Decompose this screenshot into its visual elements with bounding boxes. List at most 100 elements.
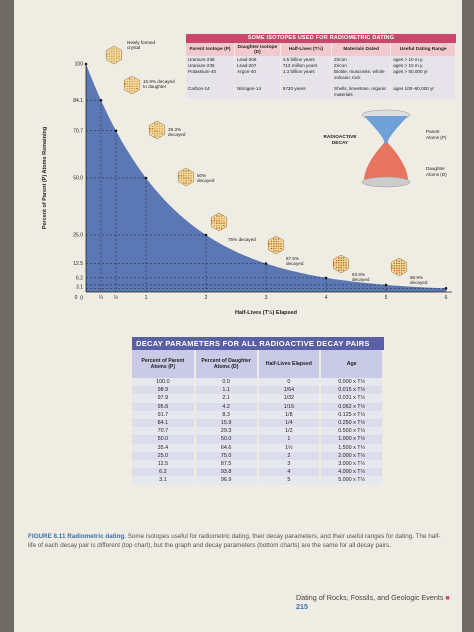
isotope-cell-line: ages 100–60,000 yr xyxy=(393,86,434,91)
decay-cell-1: 1.1 xyxy=(194,386,259,395)
atom-dot xyxy=(338,269,340,271)
decay-cell-3: 1.500 x T½ xyxy=(320,443,384,452)
atom-dot xyxy=(338,257,340,259)
atom-dot xyxy=(131,90,133,92)
x-tick-label: 0 xyxy=(75,295,78,301)
atom-dot xyxy=(270,245,273,247)
isotope-cell-line: Uranium-235 xyxy=(188,63,215,68)
isotope-cell-half_life: 4.5 billion years 713 million years 1.3 bi… xyxy=(280,56,333,82)
atom-dot xyxy=(185,170,187,172)
atom-dot xyxy=(111,48,113,50)
atom-dot xyxy=(151,130,154,132)
atom-dot xyxy=(273,245,275,247)
atom-dot xyxy=(345,259,347,262)
decay-cell-3: 3.000 x T½ xyxy=(320,460,384,469)
decay-cell-2: 2 xyxy=(257,451,322,461)
x-tick-label: 6 xyxy=(445,295,448,301)
annotation-line: 93.8% xyxy=(352,272,365,277)
decay-cell-1: 8.3 xyxy=(194,410,259,420)
atom-dot xyxy=(403,265,405,267)
atom-dot xyxy=(187,182,190,184)
annotation-line: 29.3% xyxy=(168,127,181,132)
atom-dot xyxy=(149,130,151,132)
atom-dot xyxy=(131,78,133,80)
decay-cell-0: 12.5 xyxy=(132,460,196,469)
decay-cell-1: 64.6 xyxy=(194,443,259,452)
table-row: 97.9 2.1 1/32 0.031 x T½ xyxy=(132,394,384,403)
atom-dot xyxy=(187,172,190,175)
atom-dot xyxy=(124,83,126,85)
crystal-outline xyxy=(177,167,195,187)
atom-dot xyxy=(340,266,343,269)
atom-dot xyxy=(161,128,163,130)
atom-dot xyxy=(220,220,223,222)
atom-dot xyxy=(113,53,115,55)
figure-caption-text: Some isotopes useful for radiometric dat… xyxy=(28,533,441,549)
atom-dot xyxy=(345,262,347,264)
atom-dot xyxy=(342,262,345,264)
atom-dot xyxy=(158,125,161,128)
atom-dot xyxy=(190,179,192,182)
isotope-cell-line: 4.5 billion years xyxy=(282,57,315,62)
atom-dot xyxy=(108,50,111,53)
isotope-cell-line: Zircon xyxy=(334,63,347,68)
isotope-header-1: Daughter Isotope (D) xyxy=(234,43,281,56)
decay-cell-1: 2.1 xyxy=(194,394,259,403)
atom-dot xyxy=(187,179,190,182)
crystal-outline xyxy=(390,257,408,277)
atom-dot xyxy=(136,85,138,87)
isotope-cell-parent: Uranium-238 Uranium-235 Potassium-40 xyxy=(186,56,235,82)
y-tick-label: 50.0 xyxy=(73,176,83,182)
atom-dot xyxy=(400,260,403,262)
decay-header-3: Age xyxy=(320,350,384,378)
decay-cell-3: 4.000 x T½ xyxy=(320,468,384,477)
atom-dot xyxy=(218,217,220,220)
textbook-page: SOME ISOTOPES USED FOR RADIOMETRIC DATIN… xyxy=(14,0,462,632)
decay-cell-0: 97.9 xyxy=(132,394,196,403)
atom-dot xyxy=(129,80,131,83)
atom-dot xyxy=(403,269,405,272)
atom-dot xyxy=(335,266,338,269)
decay-cell-2: 1/8 xyxy=(257,410,322,420)
isotope-cell-line: Argon-40 xyxy=(237,69,256,74)
y-tick-label: 6.2 xyxy=(76,275,83,281)
atom-dot xyxy=(340,259,343,262)
atom-dot xyxy=(129,83,131,85)
crystal-lattice-icon xyxy=(390,257,408,277)
annotation-line: decayed xyxy=(168,132,186,137)
atom-dot xyxy=(126,83,129,85)
atom-dot xyxy=(108,53,111,55)
isotope-cell-line: Carbon-14 xyxy=(188,86,210,91)
atom-dot xyxy=(335,264,338,266)
crystal-lattice-icon xyxy=(332,254,350,274)
y-tick-label: 0 xyxy=(80,296,83,302)
atom-dot xyxy=(398,272,401,274)
footer-text: Dating of Rocks, Fossils, and Geologic E… xyxy=(296,593,444,602)
decay-cell-3: 0.250 x T½ xyxy=(320,419,384,428)
crystal-outline xyxy=(332,254,350,274)
footer-bullet-icon: ■ xyxy=(445,595,450,602)
isotope-cell-line: 1.3 billion years xyxy=(282,69,315,74)
atom-dot xyxy=(393,269,396,272)
decay-annotation: 15.9% decayed to daughter xyxy=(143,79,175,89)
table-row: 84.1 15.9 1/4 0.250 x T½ xyxy=(132,419,384,428)
atom-dot xyxy=(115,48,118,50)
atom-dot xyxy=(161,125,163,128)
atom-dot xyxy=(333,264,335,266)
atom-dot xyxy=(133,90,136,92)
annotation-line: decayed xyxy=(410,280,428,285)
crystal-outline xyxy=(210,212,228,232)
isotope-header-3: Materials Dated xyxy=(331,43,392,56)
atom-dot xyxy=(111,57,113,60)
atom-dot xyxy=(185,175,187,177)
x-tick-label: 2 xyxy=(205,295,208,301)
isotope-cell-line: ages > 10 m.y. xyxy=(393,63,424,68)
decay-cell-1: 87.5 xyxy=(194,460,259,469)
atom-dot xyxy=(129,87,131,90)
atom-dot xyxy=(398,269,401,272)
table-row: 3.1 96.9 5 5.000 x T½ xyxy=(132,476,384,485)
atom-dot xyxy=(345,266,347,269)
atom-dot xyxy=(118,57,120,60)
decay-cell-1: 75.0 xyxy=(194,451,259,461)
data-point xyxy=(114,129,118,133)
